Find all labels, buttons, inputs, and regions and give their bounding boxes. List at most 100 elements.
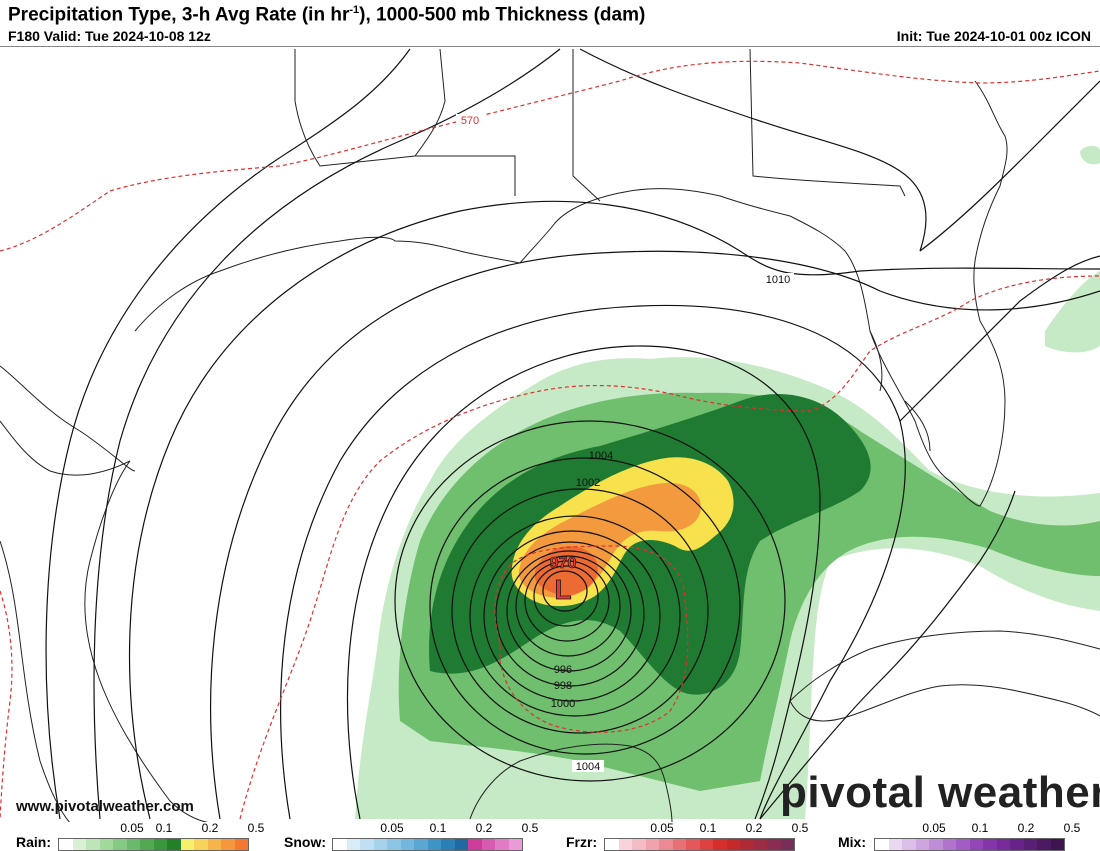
legend-swatch xyxy=(140,839,154,850)
legend-rain-label: Rain: xyxy=(16,834,51,850)
isobar-ring xyxy=(495,541,645,687)
legend-tick: 0.5 xyxy=(791,821,809,835)
legend-swatch xyxy=(753,839,767,850)
legend-tick: 0.2 xyxy=(1017,821,1035,835)
thickness-label: 570 xyxy=(461,115,479,127)
cuba-coast xyxy=(789,630,1100,722)
legend-swatch xyxy=(153,839,167,850)
thickness-570 xyxy=(0,60,1100,252)
isobar-ring xyxy=(542,570,588,612)
isobar-label: 996 xyxy=(554,664,572,676)
legend-swatch xyxy=(468,839,482,850)
legend-swatch xyxy=(1037,839,1051,850)
state-border-tx-la xyxy=(294,48,446,167)
legend-tick: 0.5 xyxy=(1063,821,1081,835)
texas-coastline xyxy=(0,80,1008,507)
legend-tick: 0.05 xyxy=(922,821,946,835)
isobar-label: 1004 xyxy=(576,761,600,773)
legend-tick: 0.05 xyxy=(120,821,144,835)
legend-tick: 0.5 xyxy=(521,821,539,835)
legend-swatch xyxy=(1010,839,1024,850)
contour-labels: 570 1010 1004 1002 996 998 1000 1004 xyxy=(456,114,794,773)
isobar-ring xyxy=(506,550,632,672)
isobar-1010 xyxy=(128,200,1100,820)
legend-tick: 0.1 xyxy=(699,821,717,835)
website-url: www.pivotalweather.com xyxy=(16,798,194,815)
legend-swatch xyxy=(996,839,1010,850)
isobar-ne xyxy=(919,80,1100,252)
legend-swatch xyxy=(740,839,754,850)
isobar-se xyxy=(759,490,1016,820)
isobar-label: 1004 xyxy=(589,450,613,462)
legend-swatch xyxy=(686,839,700,850)
legend-swatch xyxy=(875,839,889,850)
isobar-ring xyxy=(394,420,786,782)
legend-swatch xyxy=(221,839,235,850)
legend-swatch xyxy=(605,839,619,850)
isobar-ring xyxy=(483,530,661,702)
legend-frzr-label: Frzr: xyxy=(566,834,598,850)
legend-snow-label: Snow: xyxy=(284,834,326,850)
legend-swatch xyxy=(360,839,374,850)
legend-swatch xyxy=(659,839,673,850)
legend-swatch xyxy=(618,839,632,850)
legend-swatch xyxy=(1050,839,1064,850)
legend-swatch xyxy=(902,839,916,850)
legend-swatch xyxy=(983,839,997,850)
legend-swatch xyxy=(387,839,401,850)
legend-swatch xyxy=(780,839,794,850)
precip-legend: Rain: 0.05 0.1 0.2 0.5 Snow: 0.05 0.1 0.… xyxy=(0,821,1100,851)
isobar-label: 1000 xyxy=(551,698,575,710)
legend-swatch xyxy=(645,839,659,850)
legend-swatch xyxy=(414,839,428,850)
legend-swatch xyxy=(441,839,455,850)
weather-map[interactable]: 570 1010 1004 1002 996 998 1000 1004 970… xyxy=(0,46,1100,824)
isobar-1014 xyxy=(45,48,411,820)
isobar-1012 xyxy=(93,48,561,820)
legend-swatch xyxy=(180,839,194,850)
isobar-ring xyxy=(533,565,599,627)
isobar-label: 998 xyxy=(554,680,572,692)
legend-swatch xyxy=(207,839,221,850)
legend-swatch xyxy=(86,839,100,850)
legend-swatch xyxy=(59,839,73,850)
isobar-1006 xyxy=(280,304,906,820)
legend-tick: 0.1 xyxy=(155,821,173,835)
legend-tick: 0.1 xyxy=(429,821,447,835)
legend-mix-swatches xyxy=(874,838,1065,851)
title-main: Precipitation Type, 3-h Avg Rate (in hr xyxy=(8,4,350,26)
legend-swatch xyxy=(942,839,956,850)
legend-tick: 0.05 xyxy=(650,821,674,835)
legend-swatch xyxy=(508,839,522,850)
brand-logo: pivotal weather xyxy=(780,768,1100,817)
legend-swatch xyxy=(956,839,970,850)
legend-swatch xyxy=(699,839,713,850)
legend-swatch xyxy=(454,839,468,850)
rain-light-area-ne xyxy=(1045,271,1100,353)
legend-tick: 0.1 xyxy=(971,821,989,835)
mexico-border xyxy=(0,540,71,823)
legend-swatch xyxy=(126,839,140,850)
thickness-sw xyxy=(0,590,13,820)
legend-rain-swatches xyxy=(58,838,249,851)
state-border-la-ms xyxy=(415,48,906,202)
legend-swatch xyxy=(346,839,360,850)
legend-swatch xyxy=(481,839,495,850)
isobar-1008 xyxy=(210,250,1100,820)
legend-swatch xyxy=(194,839,208,850)
isobar-ring xyxy=(469,515,681,717)
legend-swatch xyxy=(915,839,929,850)
mexico-coastline xyxy=(0,420,211,823)
isobars xyxy=(45,48,1100,820)
legend-swatch xyxy=(969,839,983,850)
legend-swatch xyxy=(72,839,86,850)
legend-swatch xyxy=(234,839,248,850)
low-pressure-letter: L xyxy=(554,574,571,605)
legend-swatch xyxy=(1023,839,1037,850)
legend-swatch xyxy=(888,839,902,850)
legend-frzr-swatches xyxy=(604,838,795,851)
isobar-ring xyxy=(524,560,610,642)
rain-dark-area xyxy=(429,393,871,695)
isobar-label: 1010 xyxy=(766,274,790,286)
legend-tick: 0.05 xyxy=(380,821,404,835)
